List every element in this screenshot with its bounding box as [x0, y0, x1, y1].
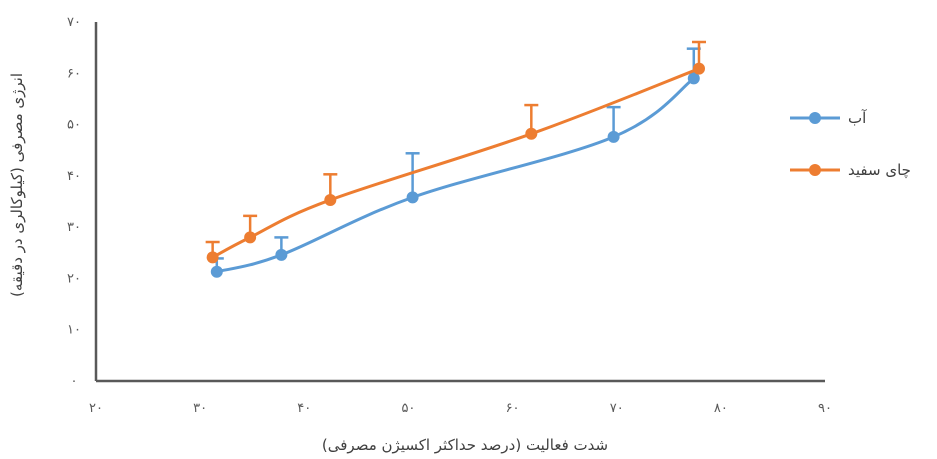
legend-marker — [809, 164, 821, 176]
series-1 — [209, 47, 701, 278]
x-tick-label: ۳۰ — [193, 401, 207, 416]
x-tick-label: ۹۰ — [818, 401, 832, 416]
y-tick-label: ۳۰ — [67, 220, 81, 235]
y-tick-labels: ۰ ۱۰ ۲۰ ۳۰ ۴۰ ۵۰ ۶۰ ۷۰ — [67, 15, 81, 389]
y-tick-label: ۵۰ — [67, 118, 81, 133]
data-point — [324, 193, 337, 206]
series-line — [216, 77, 695, 274]
legend-item: چای سفید — [790, 161, 911, 179]
data-point — [692, 62, 705, 75]
data-point — [244, 231, 257, 244]
series-line — [211, 67, 700, 259]
data-point — [275, 248, 288, 261]
x-tick-label: ۸۰ — [714, 401, 728, 416]
y-tick-label: ۷۰ — [67, 15, 81, 30]
y-tick-label: ۶۰ — [67, 66, 81, 81]
x-tick-label: ۷۰ — [610, 401, 624, 416]
legend-marker — [809, 112, 821, 124]
y-tick-label: ۱۰ — [67, 323, 81, 338]
legend-label: چای سفید — [848, 161, 911, 179]
y-tick-label: ۲۰ — [67, 271, 81, 286]
legend-item: آب — [790, 109, 867, 127]
data-point — [206, 251, 219, 264]
x-tick-label: ۴۰ — [297, 401, 311, 416]
x-tick-label: ۲۰ — [89, 401, 103, 416]
series-2 — [205, 40, 706, 264]
legend: آب چای سفید — [790, 109, 911, 179]
x-axis-title: شدت فعالیت (درصد حداکثر اکسیژن مصرفی) — [322, 436, 608, 454]
y-tick-label: ۰ — [71, 374, 78, 389]
data-point — [406, 191, 419, 204]
data-point — [607, 130, 620, 143]
data-point — [525, 127, 538, 140]
x-tick-label: ۶۰ — [506, 401, 520, 416]
y-axis-title: انرژی مصرفی (کیلوکالری در دقیقه) — [8, 73, 26, 297]
data-point — [687, 72, 700, 85]
legend-label: آب — [848, 109, 867, 127]
plot-area — [205, 40, 706, 278]
data-point — [210, 265, 223, 278]
x-tick-label: ۵۰ — [401, 401, 415, 416]
x-tick-labels: ۲۰ ۳۰ ۴۰ ۵۰ ۶۰ ۷۰ ۸۰ ۹۰ — [89, 401, 832, 416]
axes — [94, 22, 825, 383]
y-tick-label: ۴۰ — [67, 169, 81, 184]
